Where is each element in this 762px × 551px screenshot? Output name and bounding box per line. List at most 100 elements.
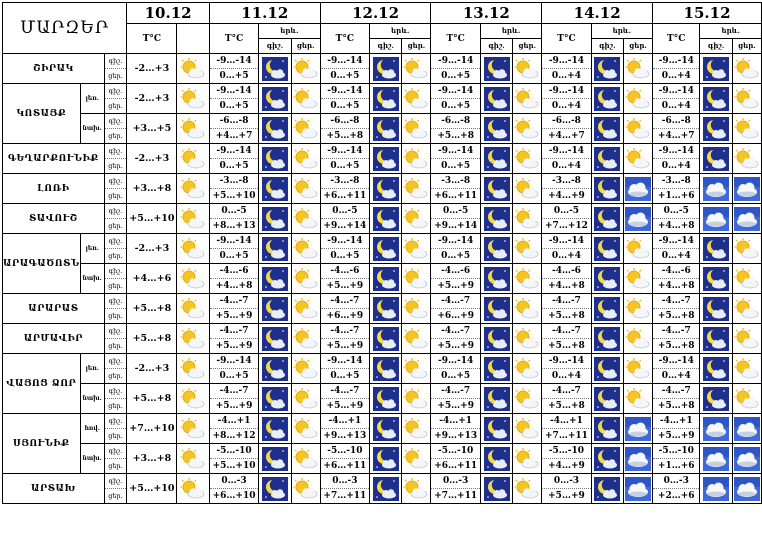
temperature-day: +6…+11 <box>323 461 367 471</box>
temperature-night: -9…-14 <box>431 54 480 69</box>
temp-unit-header: T°C <box>652 23 701 54</box>
temperature-night: -9…-14 <box>209 84 259 99</box>
weather-icon-cell <box>731 293 762 324</box>
moon-cloud-icon <box>703 266 730 291</box>
temperature-range: -4…-6 +5…+9 <box>430 263 481 294</box>
temperature-night: -4…-7 <box>653 384 700 399</box>
moon-cloud-icon <box>703 386 730 411</box>
temperature-day: +4…+8 <box>657 281 695 291</box>
temperature-night: -9…-14 <box>653 144 700 159</box>
weather-icon-cell <box>479 353 514 384</box>
temperature-range: -4…-7 +5…+9 <box>319 323 371 354</box>
weather-icon-cell <box>369 233 403 264</box>
night-label: գիշ. <box>104 174 127 189</box>
weather-icon-cell <box>512 53 543 84</box>
sun-cloud-icon <box>625 117 650 138</box>
weather-icon-cell <box>290 293 321 324</box>
weather-icon-cell <box>731 263 762 294</box>
weather-icon-cell <box>731 413 762 444</box>
date-header: 12.12 <box>319 2 432 24</box>
weather-icon-cell <box>176 113 210 144</box>
sun-cloud-icon <box>403 477 428 498</box>
sun-cloud-icon <box>180 177 205 198</box>
temperature-day: 0…+5 <box>330 371 360 381</box>
moon-cloud-icon <box>483 176 510 201</box>
temperature-range: -4…-6 +5…+9 <box>319 263 371 294</box>
sun-cloud-icon <box>734 357 759 378</box>
temperature-day: 0…+4 <box>551 371 581 381</box>
moon-cloud-icon <box>483 56 510 81</box>
weather-icon-cell <box>699 353 733 384</box>
weather-icon-cell <box>512 173 543 204</box>
moon-cloud-icon <box>372 86 399 111</box>
weather-icon-cell <box>290 203 321 234</box>
temperature-day: +6…+10 <box>212 491 256 501</box>
sun-cloud-icon <box>514 417 539 438</box>
temperature-range: -4…+1 +9…+13 <box>319 413 371 444</box>
time-of-day-labels: գիշ. ցեր. <box>103 293 128 324</box>
weather-header <box>176 23 210 54</box>
night-label: գիշ. <box>104 144 127 159</box>
temperature-day: 0…+4 <box>661 251 691 261</box>
moon-cloud-icon <box>372 476 399 501</box>
sun-cloud-icon <box>514 117 539 138</box>
temperature-day: +6…+11 <box>434 191 478 201</box>
moon-cloud-icon <box>483 326 510 351</box>
region-row: նախ. գիշ. ցեր. +3…+8 -5…-10 +5…+10 -5…-10 +6…+1… <box>3 443 762 474</box>
moon-cloud-icon <box>483 146 510 171</box>
region-row: ԱՐՄԱՎԻՐ գիշ. ցեր. +5…+8 -4…-7 +5…+9 -4…-7 +5…+9… <box>2 323 762 354</box>
region-row: ՏԱՎՈՒՇ գիշ. ցեր. +5…+10 0…-5 +8…+13 0…-5 +9…+14… <box>2 203 762 234</box>
weather-icon-cell <box>479 473 514 504</box>
sun-cloud-icon <box>180 237 205 258</box>
time-of-day-labels: գիշ. ցեր. <box>103 413 128 444</box>
weather-icon-cell <box>590 233 625 264</box>
sun-cloud-icon <box>293 387 318 408</box>
weather-icon-cell <box>369 53 403 84</box>
day-label: ցեր. <box>108 72 123 80</box>
sun-cloud-icon <box>180 87 205 108</box>
temperature-night: -5…-10 <box>431 444 480 459</box>
sun-cloud-icon <box>734 117 759 138</box>
weather-icon-cell <box>590 383 625 414</box>
temperature-day: +9…+13 <box>323 431 367 441</box>
temperature-night: -4…-7 <box>542 294 591 309</box>
weather-icon-cell <box>401 473 432 504</box>
temperature-day: -2…+3 <box>126 83 178 114</box>
temperature-range: -3…-8 +1…+6 <box>652 173 701 204</box>
temperature-range: -4…-7 +5…+8 <box>541 293 592 324</box>
region-row: նախ. գիշ. ցեր. +5…+8 -4…-7 +5…+9 -4…-7 +5…+9 -4…… <box>3 383 762 414</box>
night-label: գիշ. <box>104 324 127 339</box>
temperature-day: +5…+8 <box>437 131 474 141</box>
cloud-icon <box>625 476 652 501</box>
time-of-day-labels: գիշ. ցեր. <box>103 173 128 204</box>
date-header: 11.12 <box>208 2 321 24</box>
sun-cloud-icon <box>180 117 205 138</box>
temperature-day: +1…+6 <box>657 191 695 201</box>
temperature-night: -4…-7 <box>542 324 591 339</box>
subregion-label: նախ. <box>79 113 105 144</box>
night-header: գիշ. <box>590 38 625 54</box>
temperature-night: 0…-3 <box>431 474 480 489</box>
weather-icon-cell <box>699 53 733 84</box>
sun-cloud-icon <box>403 57 428 78</box>
temperature-night: -4…-7 <box>320 324 370 339</box>
day-label: ցեր. <box>108 342 123 350</box>
temperature-night: -9…-14 <box>209 144 259 159</box>
temperature-night: -9…-14 <box>320 54 370 69</box>
temperature-day: 0…+4 <box>661 101 691 111</box>
night-label: գիշ. <box>104 114 127 129</box>
temperature-range: -6…-8 +5…+8 <box>319 113 371 144</box>
sun-cloud-icon <box>293 87 318 108</box>
temperature-night: -9…-14 <box>653 54 700 69</box>
cloud-icon <box>733 206 760 231</box>
temperature-night: 0…-5 <box>209 204 259 219</box>
weather-icon-cell <box>512 473 543 504</box>
sun-cloud-icon <box>180 267 205 288</box>
weather-icon-cell <box>623 443 654 474</box>
moon-cloud-icon <box>483 236 510 261</box>
time-of-day-labels: գիշ. ցեր. <box>103 203 128 234</box>
temperature-day: +5…+9 <box>437 401 474 411</box>
sun-cloud-icon <box>180 297 205 318</box>
moon-cloud-icon <box>372 56 399 81</box>
weather-icon-cell <box>731 53 762 84</box>
